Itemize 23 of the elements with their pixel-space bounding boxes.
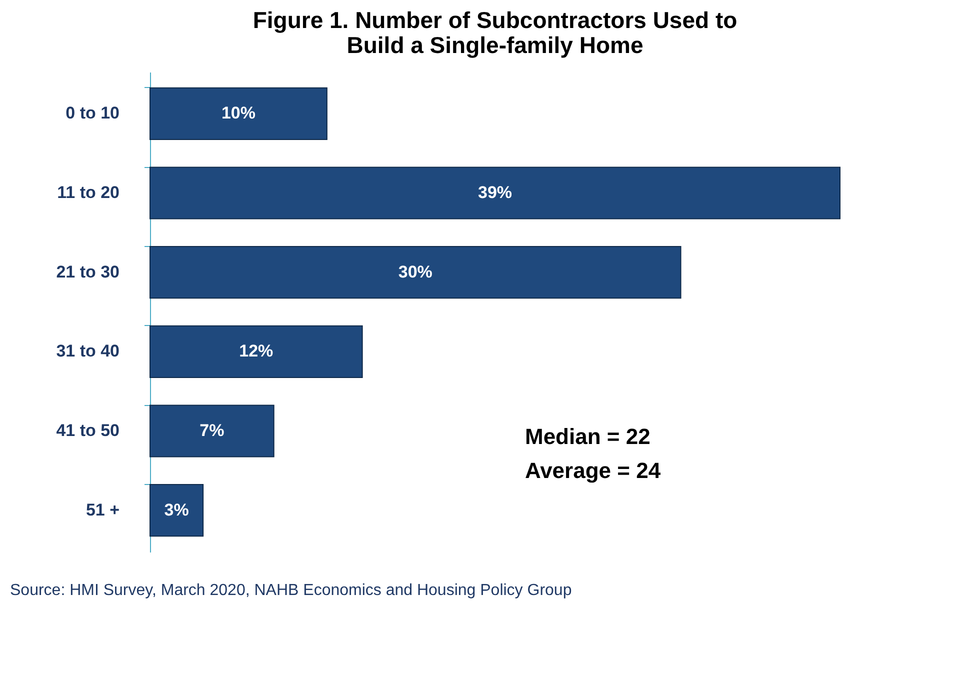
bar bbox=[150, 325, 363, 378]
data-label: 30% bbox=[398, 262, 432, 282]
y-tick-label: 51 + bbox=[86, 500, 120, 520]
data-label: 7% bbox=[200, 421, 224, 440]
y-tick-label: 31 to 40 bbox=[56, 342, 120, 361]
data-label: 3% bbox=[164, 500, 189, 520]
data-label: 10% bbox=[221, 104, 256, 123]
data-label: 12% bbox=[239, 342, 274, 361]
bar bbox=[150, 87, 328, 140]
y-tick-label: 41 to 50 bbox=[56, 421, 120, 440]
bar bbox=[150, 246, 682, 299]
text: Build a Single-family Home bbox=[346, 32, 644, 58]
source-note: Source: HMI Survey, March 2020, NAHB Economics and Housing Policy Group bbox=[10, 582, 572, 599]
bar bbox=[150, 166, 840, 220]
y-tick-label: 21 to 30 bbox=[56, 262, 120, 282]
y-tick-label: 0 to 10 bbox=[66, 104, 120, 123]
y-tick-label: 11 to 20 bbox=[57, 182, 120, 202]
bar bbox=[150, 484, 204, 537]
text: Figure 1. Number of Subcontractors Used to bbox=[252, 7, 738, 33]
annotation: Average = 24 bbox=[525, 458, 662, 483]
bar bbox=[150, 404, 274, 458]
data-label: 39% bbox=[478, 182, 512, 202]
annotation: Median = 22 bbox=[525, 424, 650, 449]
